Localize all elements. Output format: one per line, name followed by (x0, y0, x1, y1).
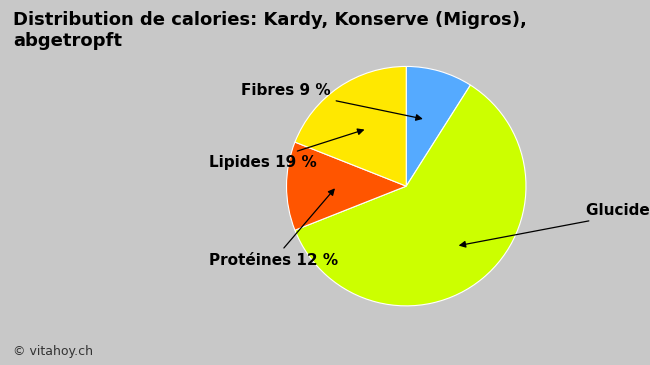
Wedge shape (295, 66, 406, 186)
Text: Protéines 12 %: Protéines 12 % (209, 189, 338, 268)
Text: Fibres 9 %: Fibres 9 % (241, 83, 422, 120)
Text: Distribution de calories: Kardy, Konserve (Migros),
abgetropft: Distribution de calories: Kardy, Konserv… (13, 11, 527, 50)
Text: Lipides 19 %: Lipides 19 % (209, 129, 363, 170)
Text: Glucides 60 %: Glucides 60 % (460, 203, 650, 247)
Text: © vitahoy.ch: © vitahoy.ch (13, 345, 93, 358)
Wedge shape (287, 142, 406, 230)
Wedge shape (295, 85, 526, 306)
Wedge shape (406, 66, 471, 186)
